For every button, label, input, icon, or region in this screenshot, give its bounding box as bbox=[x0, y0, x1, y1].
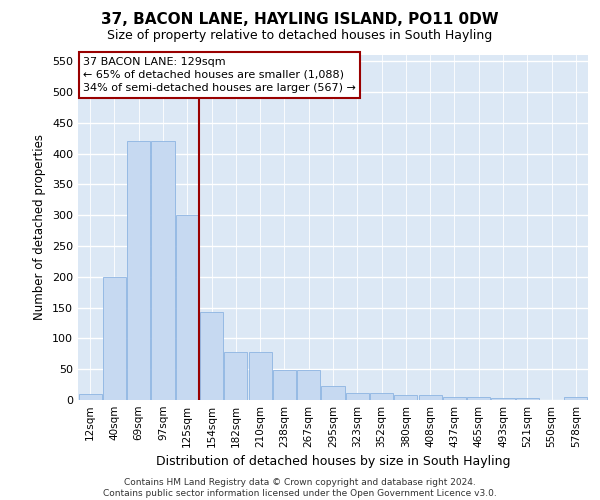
Bar bbox=[516, 398, 539, 400]
Bar bbox=[200, 312, 223, 400]
X-axis label: Distribution of detached houses by size in South Hayling: Distribution of detached houses by size … bbox=[156, 456, 510, 468]
Text: Size of property relative to detached houses in South Hayling: Size of property relative to detached ho… bbox=[107, 29, 493, 42]
Bar bbox=[322, 386, 344, 400]
Bar bbox=[248, 352, 272, 400]
Bar bbox=[297, 370, 320, 400]
Text: 37 BACON LANE: 129sqm
← 65% of detached houses are smaller (1,088)
34% of semi-d: 37 BACON LANE: 129sqm ← 65% of detached … bbox=[83, 56, 356, 93]
Bar bbox=[224, 352, 247, 400]
Bar bbox=[176, 215, 199, 400]
Bar bbox=[103, 277, 126, 400]
Y-axis label: Number of detached properties: Number of detached properties bbox=[34, 134, 46, 320]
Bar bbox=[419, 395, 442, 400]
Bar bbox=[79, 394, 101, 400]
Bar bbox=[370, 392, 393, 400]
Bar bbox=[565, 397, 587, 400]
Bar bbox=[443, 397, 466, 400]
Bar bbox=[491, 398, 515, 400]
Bar bbox=[394, 395, 418, 400]
Bar bbox=[346, 392, 369, 400]
Text: 37, BACON LANE, HAYLING ISLAND, PO11 0DW: 37, BACON LANE, HAYLING ISLAND, PO11 0DW bbox=[101, 12, 499, 28]
Bar bbox=[273, 370, 296, 400]
Text: Contains HM Land Registry data © Crown copyright and database right 2024.
Contai: Contains HM Land Registry data © Crown c… bbox=[103, 478, 497, 498]
Bar bbox=[127, 142, 150, 400]
Bar bbox=[151, 142, 175, 400]
Bar bbox=[467, 397, 490, 400]
